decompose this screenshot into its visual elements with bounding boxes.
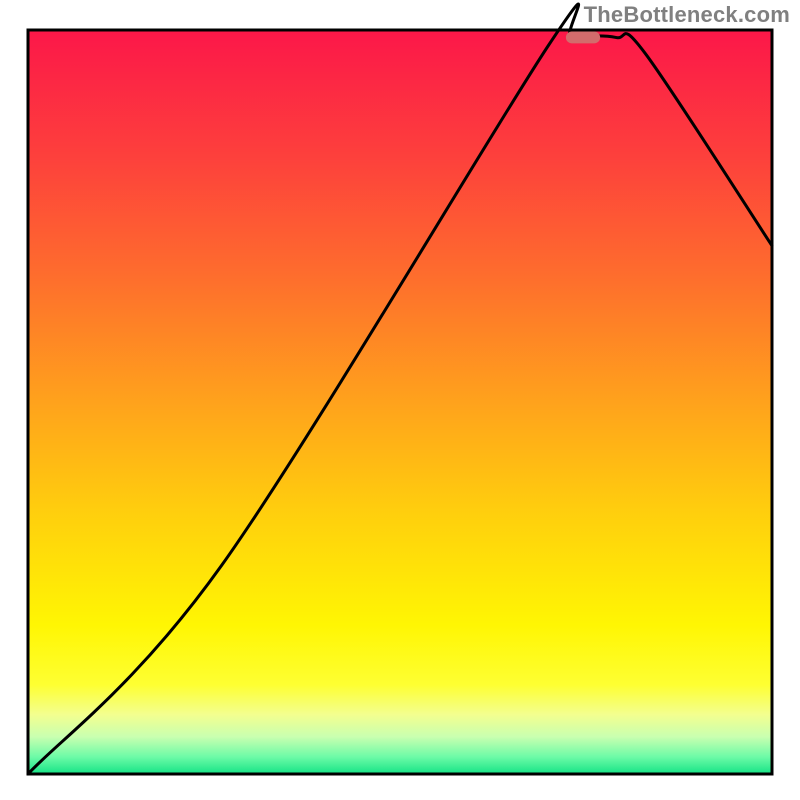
marker-pill [566, 31, 600, 43]
chart-background [28, 30, 772, 774]
chart-container: TheBottleneck.com [0, 0, 800, 800]
watermark-text: TheBottleneck.com [584, 2, 790, 28]
chart-svg [0, 0, 800, 800]
